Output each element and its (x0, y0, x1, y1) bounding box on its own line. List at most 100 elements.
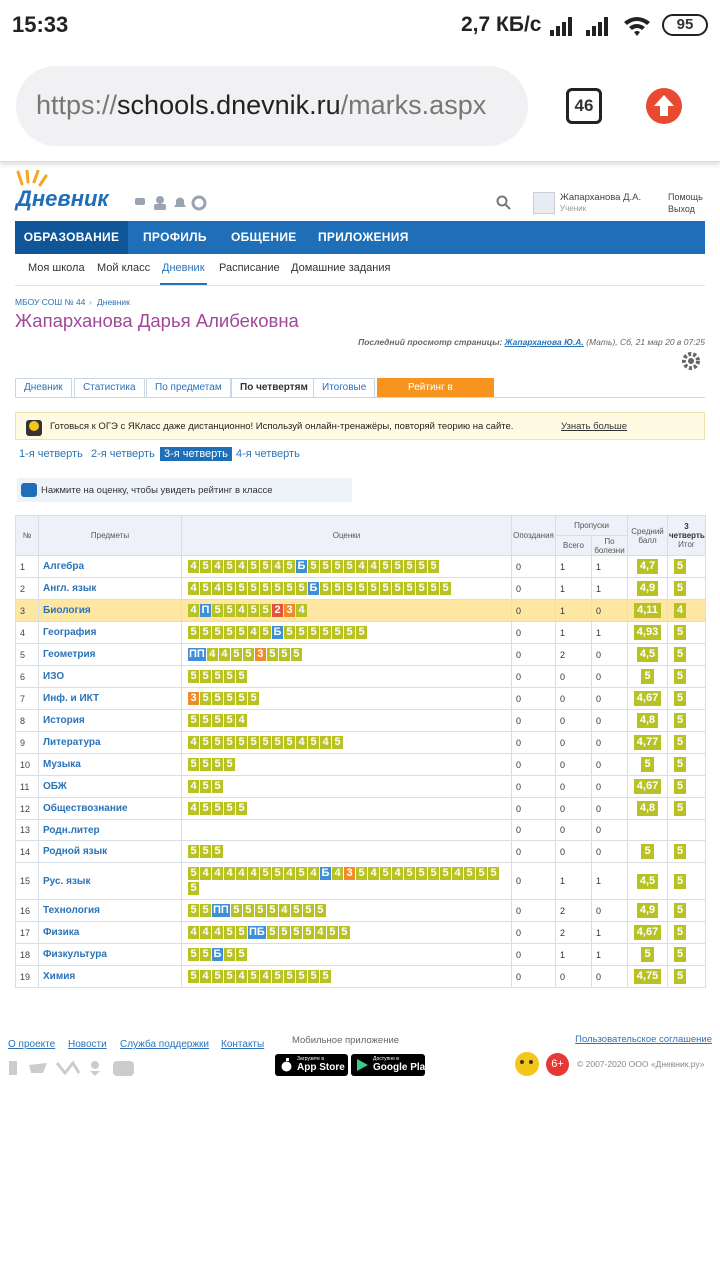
mark[interactable]: 5 (380, 582, 391, 595)
subject-link[interactable]: Физика (43, 927, 80, 939)
mark[interactable]: 4 (188, 604, 199, 617)
mark[interactable]: 5 (236, 802, 247, 815)
mark[interactable]: 5 (224, 926, 235, 940)
mark[interactable]: 4 (248, 626, 259, 639)
mark[interactable]: 4 (212, 582, 223, 595)
mark[interactable]: 5 (320, 582, 331, 595)
subject-link[interactable]: История (43, 715, 85, 726)
mark[interactable]: 4 (392, 867, 403, 881)
mark[interactable]: 5 (224, 970, 235, 984)
mark[interactable]: 5 (242, 904, 254, 918)
mark[interactable]: 5 (224, 626, 235, 639)
mark[interactable]: 5 (212, 758, 223, 771)
mark[interactable]: 5 (332, 582, 343, 595)
mark[interactable]: 5 (248, 970, 259, 984)
mark[interactable]: 5 (212, 970, 223, 984)
mark[interactable]: 5 (428, 560, 439, 573)
mark[interactable]: 5 (224, 948, 235, 962)
mark[interactable]: 5 (380, 560, 391, 573)
mark[interactable]: 5 (224, 582, 235, 595)
mark[interactable]: 5 (188, 867, 199, 881)
breadcrumb[interactable]: Дневник (97, 297, 130, 307)
mark[interactable]: Б (212, 948, 223, 962)
mark[interactable]: 5 (200, 736, 211, 749)
mark[interactable]: 5 (464, 867, 475, 881)
subnav-item[interactable]: Расписание (219, 262, 280, 274)
nav-item[interactable]: ПРИЛОЖЕНИЯ (318, 230, 409, 244)
mark[interactable]: 4 (236, 714, 247, 727)
subnav-item[interactable]: Мой класс (97, 262, 151, 274)
subnav-item[interactable]: Моя школа (28, 262, 85, 274)
help-link[interactable]: Помощь (668, 192, 703, 202)
footer-link[interactable]: Служба поддержки (120, 1039, 210, 1050)
subject-link[interactable]: Рус. язык (43, 875, 91, 887)
subject-link[interactable]: Литература (43, 737, 101, 748)
mark[interactable]: 5 (212, 626, 223, 639)
mark[interactable]: 5 (200, 670, 211, 683)
mark[interactable]: 5 (236, 926, 247, 940)
settings-icon[interactable] (680, 350, 702, 372)
mark[interactable]: 4 (278, 904, 290, 918)
mark[interactable]: 5 (416, 560, 427, 573)
mark[interactable]: 5 (212, 736, 223, 749)
subject-link[interactable]: ИЗО (43, 671, 65, 682)
mark[interactable]: 5 (272, 970, 283, 984)
mark[interactable]: 5 (248, 582, 259, 595)
mark[interactable]: 4 (320, 736, 331, 749)
mark[interactable]: 5 (326, 926, 338, 940)
mark[interactable]: 5 (284, 560, 295, 573)
tab-rating[interactable]: Рейтинг в классе (377, 378, 494, 411)
mark[interactable]: 4 (188, 736, 199, 749)
mark[interactable]: ПП (188, 648, 206, 661)
mark[interactable]: 5 (284, 970, 295, 984)
mark[interactable]: 5 (224, 714, 235, 727)
mark[interactable]: 5 (278, 926, 290, 940)
mark[interactable]: 4 (200, 970, 211, 984)
mark[interactable]: 5 (272, 736, 283, 749)
mark[interactable]: 5 (260, 736, 271, 749)
mark[interactable]: 5 (344, 582, 355, 595)
footer-link[interactable]: О проекте (8, 1039, 56, 1050)
mark[interactable]: 4 (368, 867, 379, 881)
subject-link[interactable]: ОБЖ (43, 781, 67, 792)
agreement-link[interactable]: Пользовательское соглашение (575, 1034, 712, 1045)
mark[interactable]: 4 (188, 560, 199, 573)
mark[interactable]: ПП (212, 904, 230, 918)
mark[interactable]: 5 (248, 604, 259, 617)
mark[interactable]: 4 (212, 867, 223, 881)
subject-link[interactable]: География (43, 627, 97, 638)
subject-link[interactable]: Алгебра (43, 561, 85, 572)
subject-link[interactable]: Геометрия (43, 649, 96, 660)
mark[interactable]: 5 (290, 904, 302, 918)
mark[interactable]: 4 (206, 648, 218, 661)
mark[interactable]: 5 (212, 845, 223, 859)
mark[interactable]: 5 (290, 926, 302, 940)
mark[interactable]: 5 (224, 560, 235, 573)
mark[interactable]: 5 (284, 626, 295, 639)
mark[interactable]: 5 (236, 736, 247, 749)
mark[interactable]: 4 (296, 604, 307, 617)
mark[interactable]: П (200, 604, 211, 617)
quarter-link[interactable]: 2-я четверть (91, 448, 155, 460)
upload-button[interactable] (645, 87, 683, 125)
mark[interactable]: 5 (440, 867, 451, 881)
mark[interactable]: 5 (428, 582, 439, 595)
mark[interactable]: 5 (260, 604, 271, 617)
mark[interactable]: 5 (266, 904, 278, 918)
mark[interactable]: 4 (200, 926, 211, 940)
footer-link[interactable]: Контакты (221, 1039, 265, 1050)
mark[interactable]: 4 (248, 867, 259, 881)
mark[interactable]: 5 (392, 582, 403, 595)
mark[interactable]: 5 (200, 714, 211, 727)
mark[interactable]: 5 (320, 970, 331, 984)
mark[interactable]: 5 (230, 648, 242, 661)
mark[interactable]: 4 (308, 867, 319, 881)
mark[interactable]: 5 (212, 802, 223, 815)
mark[interactable]: 5 (188, 948, 199, 962)
tab[interactable]: Статистика (74, 378, 145, 398)
tab[interactable]: По предметам (146, 378, 231, 398)
mark[interactable]: 4 (188, 926, 199, 940)
mark[interactable]: 2 (272, 604, 283, 617)
subject-link[interactable]: Обществознание (43, 803, 128, 814)
mark[interactable]: 5 (314, 904, 326, 918)
